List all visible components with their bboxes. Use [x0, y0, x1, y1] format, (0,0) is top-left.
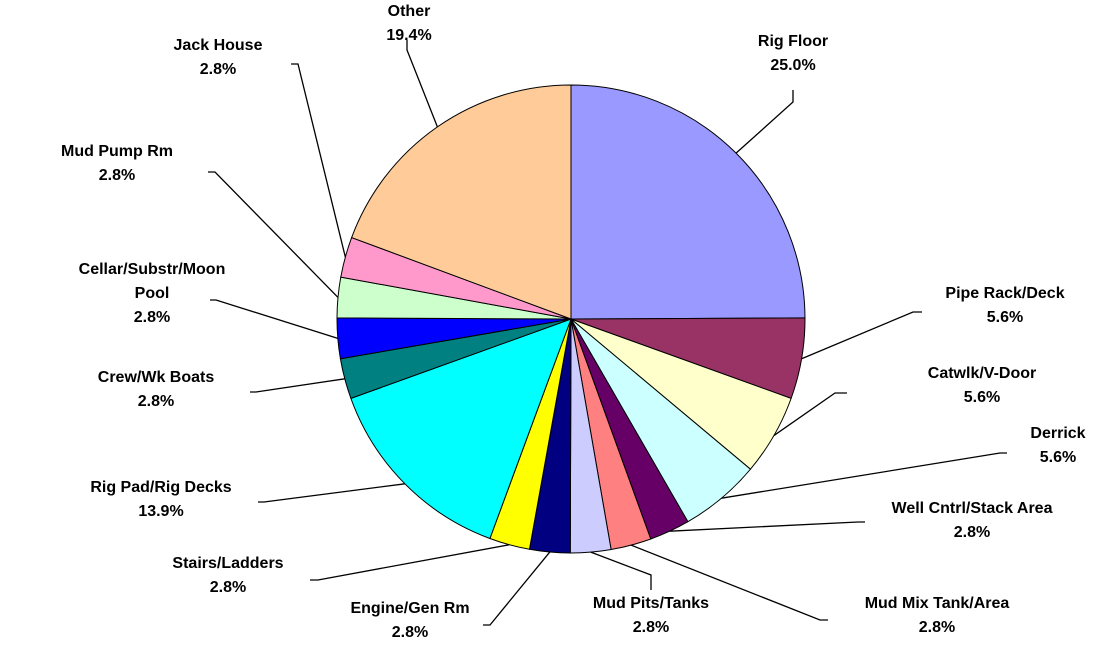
pie-slice: [570, 84, 806, 320]
slice-name: Mud Mix Tank/Area: [864, 595, 1010, 612]
slice-value: 2.8%: [98, 167, 136, 184]
data-label: Rig Floor 25.0%: [758, 30, 828, 78]
slice-name: Derrick: [1030, 425, 1086, 442]
leader-line: [590, 551, 652, 590]
leader-line: [735, 90, 794, 154]
leader-line: [208, 171, 339, 298]
leader-line: [721, 452, 1007, 499]
slice-value: 2.8%: [391, 624, 429, 641]
slice-value: 25.0%: [770, 57, 816, 74]
data-label: Stairs/Ladders 2.8%: [172, 552, 283, 600]
data-label: Engine/Gen Rm 2.8%: [350, 597, 469, 645]
data-label: Mud Pump Rm 2.8%: [61, 140, 173, 188]
leader-line: [773, 392, 847, 437]
slice-value: 2.8%: [133, 309, 171, 326]
slice-value: 2.8%: [199, 61, 237, 78]
slice-value: 2.8%: [137, 393, 175, 410]
leader-line: [801, 311, 922, 360]
slice-value: 2.8%: [632, 619, 670, 636]
data-label: Well Cntrl/Stack Area 2.8%: [892, 497, 1053, 545]
slice-value: 2.8%: [209, 579, 247, 596]
leader-line: [310, 544, 510, 581]
leader-line: [291, 63, 346, 258]
data-label: Catwlk/V-Door 5.6%: [928, 362, 1036, 410]
slice-name: Crew/Wk Boats: [97, 369, 215, 386]
leader-line: [483, 551, 551, 626]
slice-name: Cellar/Substr/Moon Pool: [78, 261, 226, 302]
slice-name: Rig Floor: [757, 33, 829, 50]
slice-value: 19.4%: [386, 27, 432, 44]
data-label: Pipe Rack/Deck 5.6%: [945, 282, 1064, 330]
slice-value: 2.8%: [918, 619, 956, 636]
slice-value: 13.9%: [138, 503, 184, 520]
data-label: Jack House 2.8%: [174, 34, 263, 82]
data-label: Rig Pad/Rig Decks 13.9%: [90, 476, 231, 524]
slice-name: Mud Pump Rm: [61, 143, 173, 160]
data-label: Mud Mix Tank/Area 2.8%: [865, 592, 1010, 640]
data-label: Derrick 5.6%: [1030, 422, 1085, 470]
leader-line: [258, 483, 405, 503]
data-label: Cellar/Substr/Moon Pool 2.8%: [67, 258, 237, 330]
leader-line: [406, 40, 439, 128]
slice-name: Rig Pad/Rig Decks: [90, 479, 232, 496]
slice-name: Jack House: [173, 37, 263, 54]
slice-name: Stairs/Ladders: [172, 555, 284, 572]
slice-value: 5.6%: [963, 389, 1001, 406]
slice-name: Pipe Rack/Deck: [945, 285, 1065, 302]
leader-line: [669, 521, 865, 532]
leader-line: [630, 544, 828, 621]
data-label: Crew/Wk Boats 2.8%: [98, 366, 214, 414]
slice-name: Mud Pits/Tanks: [592, 595, 710, 612]
slice-name: Engine/Gen Rm: [350, 600, 470, 617]
data-label: Mud Pits/Tanks 2.8%: [593, 592, 709, 640]
slice-name: Other: [387, 3, 431, 20]
leader-line: [210, 299, 339, 340]
leader-line: [250, 378, 345, 393]
pie-slice: [350, 84, 572, 320]
slice-name: Catwlk/V-Door: [927, 365, 1037, 382]
slice-value: 2.8%: [953, 524, 991, 541]
slice-value: 5.6%: [1039, 449, 1077, 466]
slice-name: Well Cntrl/Stack Area: [891, 500, 1053, 517]
data-label: Other 19.4%: [386, 0, 431, 48]
slice-value: 5.6%: [986, 309, 1024, 326]
